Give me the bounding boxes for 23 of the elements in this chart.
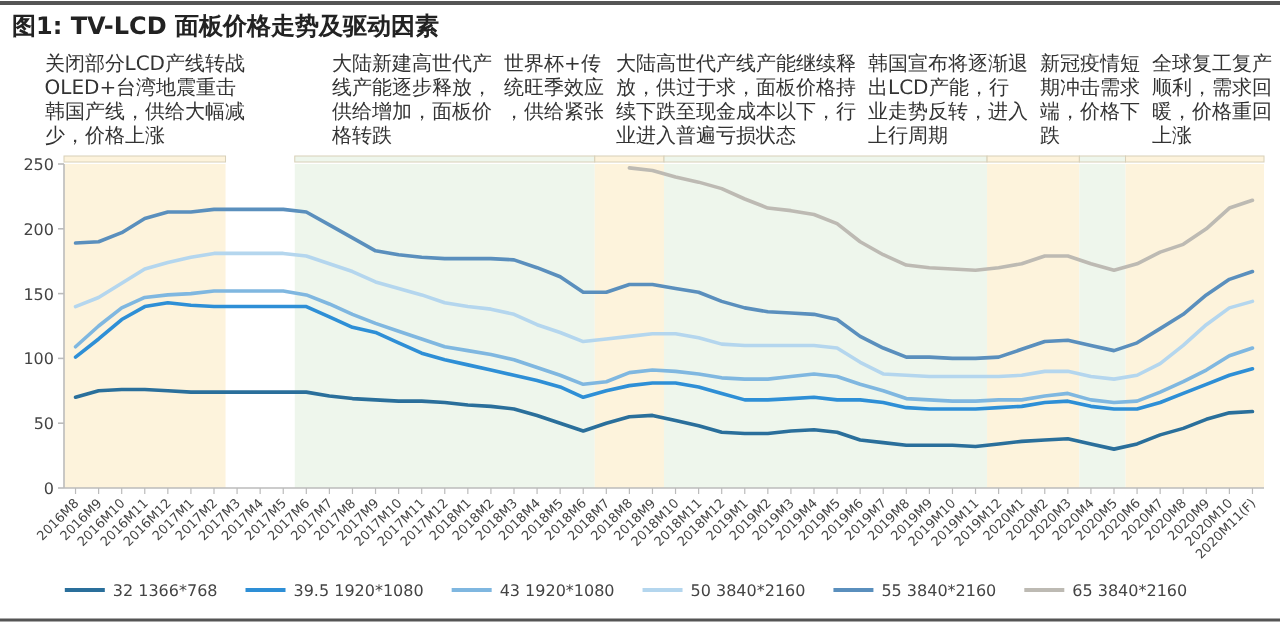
legend-label: 65 3840*2160 xyxy=(1072,582,1188,600)
y-tick-label: 150 xyxy=(23,285,54,304)
y-tick-label: 250 xyxy=(23,156,54,174)
y-tick-label: 200 xyxy=(23,220,54,239)
band-label: 全球复工复产顺利，需求回暖，价格重回上涨 xyxy=(1152,52,1272,148)
band-label: 新冠疫情短期冲击需求端，价格下跌 xyxy=(1040,52,1140,148)
y-tick-label: 50 xyxy=(33,415,54,434)
legend-label: 32 1366*768 xyxy=(112,582,218,600)
band-label: 大陆高世代产线产能继续释放，供过于求，面板价格持续下跌至现金成本以下，行业进入普遍亏损状态 xyxy=(616,52,856,148)
line-series xyxy=(73,251,1255,381)
band-label: 大陆新建高世代产线产能逐步释放，供给增加，面板价格转跌 xyxy=(330,52,492,148)
chart-title: 图1: TV-LCD 面板价格走势及驱动因素 xyxy=(12,12,439,40)
band-label: 韩国宣布将逐渐退出LCD产能，行业走势反转，进入上行周期 xyxy=(868,52,1028,148)
band-label: 关闭部分LCD产线转战OLED+台湾地震重击韩国产线，供给大幅减少，价格上涨 xyxy=(44,52,246,148)
legend-label: 43 1920*1080 xyxy=(499,582,615,600)
y-tick-label: 0 xyxy=(43,480,54,498)
legend-label: 39.5 1920*1080 xyxy=(293,582,424,600)
line-series xyxy=(73,207,1255,361)
line-series xyxy=(73,387,1255,451)
legend-label: 55 3840*2160 xyxy=(881,582,997,600)
legend-label: 50 3840*2160 xyxy=(690,582,806,600)
band-label: 世界杯+传统旺季效应，供给紧张 xyxy=(504,52,604,124)
y-tick-label: 100 xyxy=(23,350,54,369)
